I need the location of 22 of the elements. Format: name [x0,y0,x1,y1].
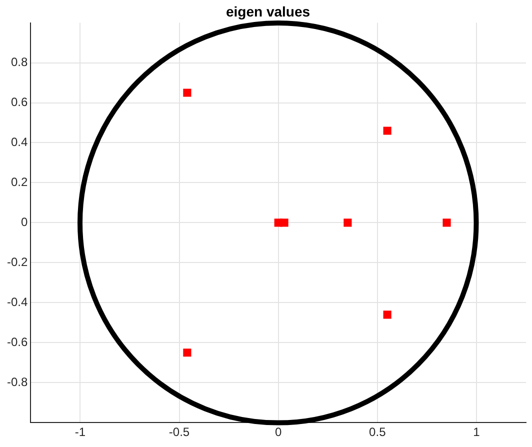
x-tick-label: 0 [274,425,282,440]
y-tick-label: 0.6 [10,95,28,110]
chart-title: eigen values [226,3,310,20]
y-tick-label: -0.6 [6,334,28,349]
point [344,218,352,227]
x-tick-label: 0.5 [369,425,386,440]
y-tick-label: 0.8 [10,55,28,70]
y-tick-label: -0.8 [6,374,28,389]
point [183,88,192,97]
x-tick-label: -1 [74,425,86,440]
y-tick-label: 0 [20,215,28,230]
point [383,126,392,135]
x-tick-label: -0.5 [168,425,190,440]
point [383,310,392,319]
y-tick-label: 0.4 [10,135,28,150]
y-tick-label: -0.2 [6,254,28,269]
point [183,348,192,357]
point [442,218,451,227]
x-tick-label: 1 [473,425,480,440]
y-tick-label: 0.2 [10,175,28,190]
point [280,218,288,227]
y-tick-label: -0.4 [6,294,28,309]
